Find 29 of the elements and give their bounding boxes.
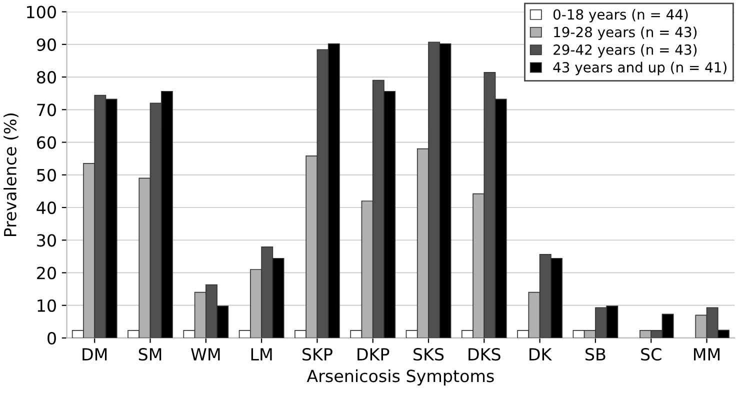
y-tick-label: 60 xyxy=(37,136,56,149)
y-tick-label: 90 xyxy=(36,38,56,51)
x-tick-label: SKS xyxy=(414,348,444,361)
x-tick-label: LM xyxy=(251,348,272,360)
x-tick-label: DKP xyxy=(358,348,390,360)
y-axis-title: Prevalence (%) xyxy=(4,114,18,236)
legend-label: 0-18 years (n = 44) xyxy=(553,8,688,22)
y-tick-label: 30 xyxy=(37,234,56,247)
x-tick-label: MM xyxy=(694,348,720,360)
y-tick-label: 0 xyxy=(48,332,56,345)
y-tick-label: 40 xyxy=(36,201,56,214)
y-tick-label: 100 xyxy=(27,6,56,18)
y-tick-label: 70 xyxy=(37,104,56,116)
x-tick-label: DK xyxy=(530,348,552,360)
legend-label: 43 years and up (n = 41) xyxy=(553,62,726,76)
x-tick-label: SC xyxy=(641,348,662,361)
x-tick-label: DM xyxy=(82,348,107,360)
y-tick-label: 50 xyxy=(37,168,56,182)
y-tick-label: 80 xyxy=(36,70,56,84)
legend-label: 19-28 years (n = 43) xyxy=(554,26,697,40)
x-axis-title: Arsenicosis Symptoms xyxy=(306,369,494,386)
x-tick-label: SB xyxy=(586,348,606,361)
x-tick-label: SKP xyxy=(302,348,332,361)
y-tick-label: 10 xyxy=(38,299,56,312)
legend-label: 29-42 years (n = 43) xyxy=(554,44,697,58)
y-tick-label: 20 xyxy=(37,266,56,280)
x-tick-label: WM xyxy=(191,348,220,360)
x-tick-label: SM xyxy=(138,348,162,361)
x-tick-label: DKS xyxy=(468,348,500,361)
